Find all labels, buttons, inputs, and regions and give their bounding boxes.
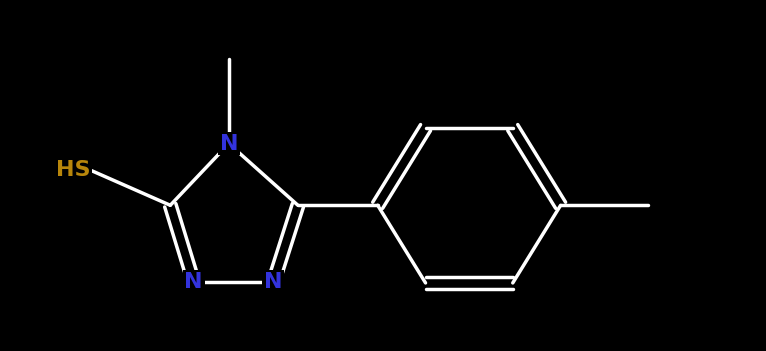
Text: N: N [220, 134, 238, 154]
Text: HS: HS [56, 160, 90, 180]
Text: N: N [185, 272, 203, 292]
Text: N: N [264, 272, 283, 292]
